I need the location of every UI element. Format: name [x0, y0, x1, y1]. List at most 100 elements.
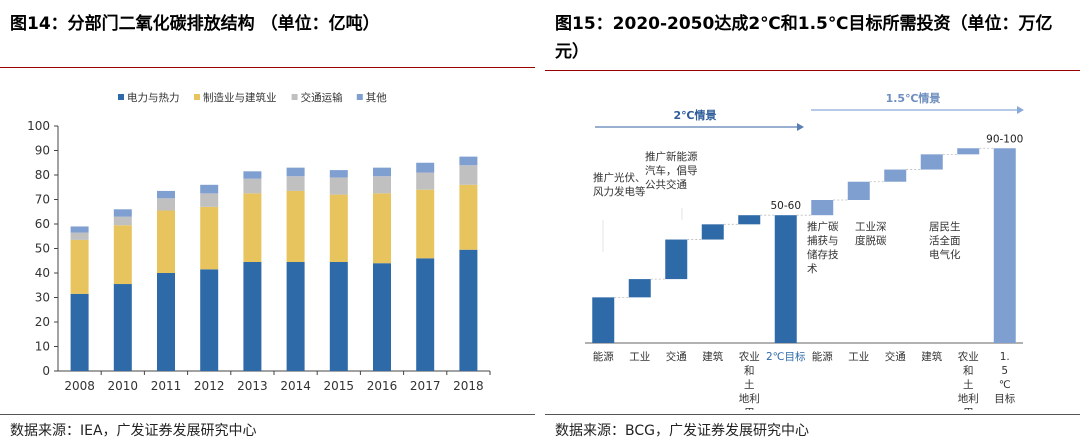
bar-segment-2018-s3	[459, 165, 478, 185]
bar-segment-2018-s2	[459, 184, 478, 250]
bar-segment-2012-s1	[200, 269, 219, 371]
bar-segment-2017-s1	[416, 258, 435, 371]
annotation-text: 推广光伏、风力发电等	[593, 171, 646, 198]
scenario-15c-arrow: 1.5℃情景	[811, 91, 1024, 114]
legend-swatch-3	[291, 94, 298, 100]
annotation-line: 汽车，倡导	[645, 164, 698, 177]
waterfall-bar-8	[847, 181, 870, 200]
y-tick-label: 70	[35, 193, 50, 207]
bar-segment-2014-s2	[286, 190, 305, 262]
annotation-line: 电气化	[929, 248, 961, 261]
x-category-label-line: 和	[963, 365, 974, 377]
sector-co2-stacked-bar-chart: 电力与热力 制造业与建筑业 交通运输 其他 0 10 20 30 40 50 60 70 80 90 100…	[27, 91, 491, 393]
y-tick-label: 20	[35, 315, 50, 329]
x-category-label-text: 工业	[629, 351, 650, 363]
y-tick-label: 10	[35, 340, 50, 354]
bar-segment-2013-s2	[243, 193, 262, 262]
waterfall-bar-1	[592, 297, 615, 343]
bar-segment-2015-s1	[329, 261, 348, 371]
x-category-label-text: 建筑	[702, 350, 723, 363]
waterfall-bar-4	[701, 224, 724, 240]
bar-segment-2015-s3	[329, 177, 348, 195]
y-tick-label: 100	[27, 119, 50, 133]
x-category-label-line: 农业	[739, 350, 760, 363]
left-figure-title: 图14：分部门二氧化碳排放结构 （单位：亿吨）	[10, 14, 380, 34]
x-tick-label-2010: 2010	[108, 379, 139, 393]
x-category-label-line: 农业	[958, 350, 979, 363]
bar-segment-2012-s4	[200, 184, 219, 194]
x-category-label-line: 地利	[958, 392, 979, 405]
x-tick-label-2014: 2014	[280, 379, 311, 393]
bar-segment-2012-s2	[200, 206, 219, 270]
left-figure-panel: 图14：分部门二氧化碳排放结构 （单位：亿吨） 电力与热力 制造业与建筑业 交通运输…	[0, 0, 535, 448]
x-category-label-line: ℃	[999, 379, 1011, 391]
x-category-label-line: 用	[744, 407, 755, 410]
scenario-2c-arrow: 2℃情景	[595, 108, 804, 131]
waterfall-bar-6	[774, 215, 797, 343]
annotation-line: 储存技	[807, 248, 839, 261]
x-category-label-line: 目标	[994, 393, 1015, 405]
bar-segment-2010-s3	[113, 216, 132, 226]
x-category-label-line: 土	[963, 378, 974, 391]
x-category-label-line: 5	[1001, 365, 1008, 377]
waterfall-bar-3	[665, 239, 688, 280]
bar-segment-2012-s3	[200, 193, 219, 207]
annotation-line: 工业深	[855, 221, 887, 233]
y-tick-label: 50	[35, 242, 50, 256]
x-category-label-text: 交通	[885, 350, 906, 363]
x-category-label: 工业	[848, 351, 869, 363]
x-category-label-line: 地利	[739, 392, 760, 405]
bar-segment-2008-s3	[70, 232, 89, 240]
x-category-label-line: 和	[744, 365, 755, 377]
x-category-label-text: 能源	[593, 350, 614, 363]
x-category-label: 交通	[885, 350, 906, 363]
bar-segment-2017-s3	[416, 172, 435, 190]
bar-segment-2017-s2	[416, 189, 435, 259]
x-category-label-text: 交通	[666, 350, 687, 363]
bar-segment-2010-s1	[113, 284, 132, 371]
x-category-label: 工业	[629, 351, 650, 363]
bar-segment-2016-s3	[373, 176, 391, 194]
y-tick-label: 30	[35, 291, 50, 305]
waterfall-bar-5	[738, 215, 761, 225]
x-category-label: 农业和土地利用	[739, 350, 760, 410]
legend-swatch-2	[194, 94, 200, 100]
waterfall-bar-12	[993, 148, 1016, 343]
x-category-label-line: 用	[963, 407, 974, 410]
annotation-line: 推广碳	[807, 220, 839, 233]
x-tick-label-2015: 2015	[324, 379, 355, 393]
left-source-note: 数据来源：IEA，广发证券发展研究中心	[10, 423, 257, 439]
annotation-line: 公共交通	[645, 178, 687, 191]
total-value-label: 50-60	[770, 200, 801, 212]
right-figure-title: 图15：2020-2050达成2℃和1.5℃目标所需投资（单位：万亿元）	[555, 14, 1053, 62]
y-tick-label: 60	[35, 217, 50, 231]
waterfall-bar-2	[628, 279, 651, 298]
x-category-label-text: 工业	[848, 351, 869, 363]
x-category-label: 1. 5 ℃ 目标	[994, 351, 1015, 405]
arrow-head-icon	[1017, 106, 1024, 114]
legend-label-3: 交通运输	[301, 91, 343, 104]
right-title-rule	[545, 70, 1080, 71]
legend-swatch-1	[118, 94, 124, 100]
x-category-label: 农业和土地利用	[958, 350, 979, 410]
bar-segment-2011-s1	[157, 273, 175, 371]
x-category-label: 能源	[593, 350, 614, 363]
waterfall-bar-10	[920, 154, 943, 170]
legend-label-1: 电力与热力	[127, 91, 180, 104]
bar-segment-2015-s4	[329, 170, 348, 178]
scenario-15c-label: 1.5℃情景	[886, 91, 941, 105]
arrow-head-icon	[797, 123, 804, 131]
annotation-line: 推广新能源	[645, 150, 698, 163]
bar-segment-2016-s2	[373, 193, 391, 264]
annotation-line: 风力发电等	[593, 185, 646, 198]
x-tick-label-2016: 2016	[367, 379, 398, 393]
bar-segment-2011-s3	[157, 198, 175, 211]
bar-segment-2010-s4	[113, 209, 132, 217]
bar-segment-2013-s1	[243, 261, 262, 371]
x-category-label-text: 建筑	[921, 350, 942, 363]
bar-segment-2011-s2	[157, 210, 175, 273]
annotation-line: 捕获与	[807, 234, 839, 247]
